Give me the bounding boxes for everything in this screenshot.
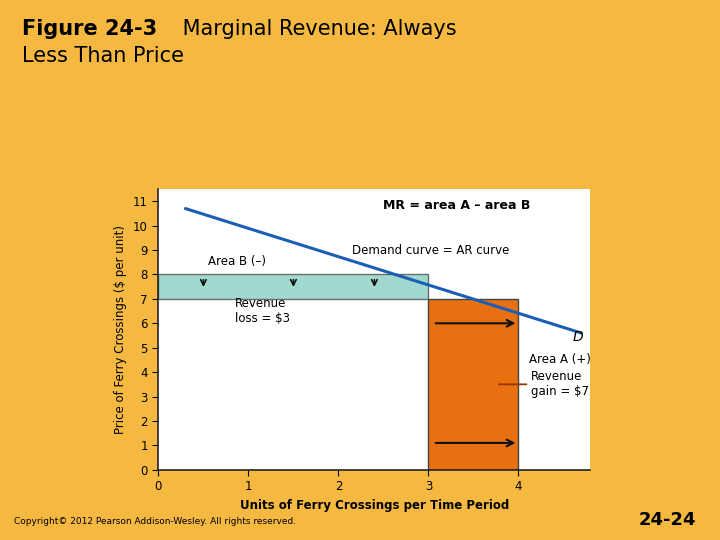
- Bar: [158, 274, 428, 299]
- Text: Figure 24-3: Figure 24-3: [22, 19, 157, 39]
- Text: Area B (–): Area B (–): [208, 254, 266, 267]
- Y-axis label: Price of Ferry Crossings ($ per unit): Price of Ferry Crossings ($ per unit): [114, 225, 127, 434]
- Text: Demand curve = AR curve: Demand curve = AR curve: [352, 244, 509, 256]
- Text: Less Than Price: Less Than Price: [22, 46, 184, 66]
- Text: Revenue
loss = $3: Revenue loss = $3: [235, 297, 290, 325]
- Text: Revenue
gain = $7: Revenue gain = $7: [531, 370, 589, 399]
- X-axis label: Units of Ferry Crossings per Time Period: Units of Ferry Crossings per Time Period: [240, 499, 509, 512]
- Text: MR = area A – area B: MR = area A – area B: [383, 199, 531, 212]
- Text: Marginal Revenue: Always: Marginal Revenue: Always: [176, 19, 457, 39]
- Text: Copyright© 2012 Pearson Addison-Wesley. All rights reserved.: Copyright© 2012 Pearson Addison-Wesley. …: [14, 517, 297, 526]
- Bar: [428, 299, 518, 470]
- Text: 24-24: 24-24: [639, 511, 696, 529]
- Text: Area A (+): Area A (+): [529, 353, 591, 367]
- Text: D: D: [572, 330, 583, 344]
